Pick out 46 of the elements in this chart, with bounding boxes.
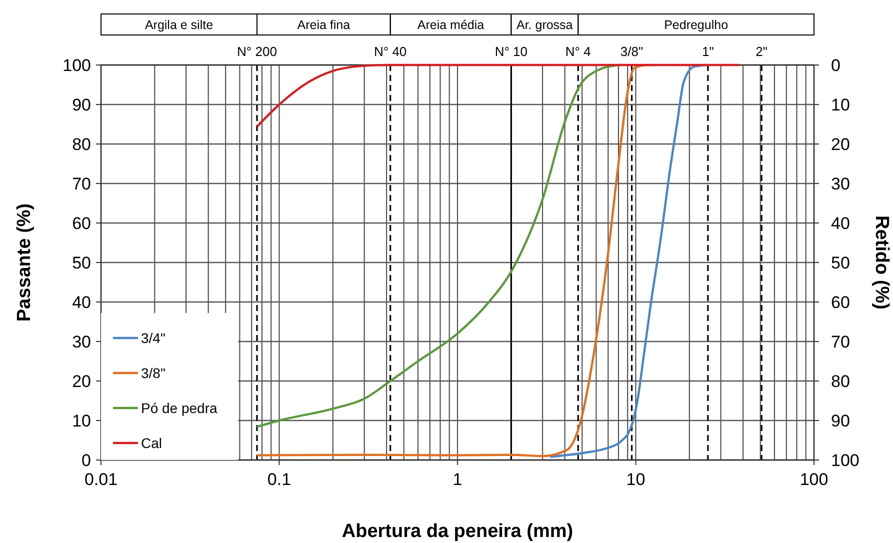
- y-tick-label: 30: [72, 332, 91, 352]
- legend-label: Cal: [141, 435, 162, 451]
- y2-tick-label: 70: [831, 332, 850, 352]
- annotation: 1": [702, 44, 714, 59]
- y-tick-label: 20: [72, 372, 91, 391]
- y2-tick-label: 30: [831, 174, 850, 194]
- y2-tick-label: 40: [831, 214, 850, 233]
- ref-line-label: N° 10: [494, 44, 528, 59]
- y-tick-label: 10: [72, 412, 91, 430]
- text: Areia fina: [297, 18, 350, 32]
- annotation: 2": [756, 44, 768, 59]
- x-tick-label: 0.01: [84, 470, 118, 489]
- ref-line-label: N° 40: [374, 44, 407, 59]
- y-tick-label: 50: [72, 254, 91, 272]
- x-tick-label: 100: [800, 470, 828, 489]
- x-tick-label: 10: [626, 470, 646, 489]
- text: Pedregulho: [664, 18, 728, 32]
- text: Areia média: [417, 18, 484, 32]
- y2-tick-label: 10: [831, 96, 850, 114]
- legend-label: 3/4": [141, 330, 166, 346]
- y-tick-label: 40: [72, 293, 91, 312]
- x-tick-label: 1: [452, 470, 462, 489]
- y-tick-label: 90: [72, 96, 91, 114]
- annotation: 3/8": [620, 44, 644, 59]
- y2-tick-label: 60: [831, 293, 850, 312]
- y-tick-label: 70: [72, 174, 91, 194]
- legend-label: 3/8": [141, 365, 166, 381]
- y-tick-label: 100: [62, 56, 91, 75]
- y2-tick-label: 50: [831, 254, 850, 272]
- y2-axis-title: Retido (%): [871, 216, 892, 310]
- text: Ar. grossa: [516, 18, 573, 32]
- y-tick-label: 60: [72, 214, 91, 233]
- y2-tick-label: 80: [831, 372, 850, 391]
- x-tick-label: 0.1: [267, 470, 292, 489]
- y2-tick-label: 0: [831, 56, 840, 75]
- ref-line-label: N° 200: [237, 44, 277, 59]
- legend-label: Pó de pedra: [141, 400, 218, 416]
- y2-tick-label: 20: [831, 135, 850, 154]
- y2-tick-label: 100: [831, 451, 860, 470]
- ref-line-label: N° 4: [565, 44, 591, 59]
- y-tick-label: 80: [72, 135, 91, 154]
- y-tick-label: 0: [82, 451, 91, 470]
- y-axis-title: Passante (%): [14, 203, 35, 322]
- x-axis-title: Abertura da peneira (mm): [342, 521, 574, 542]
- y2-tick-label: 90: [831, 412, 850, 430]
- text: Argila e silte: [144, 18, 214, 32]
